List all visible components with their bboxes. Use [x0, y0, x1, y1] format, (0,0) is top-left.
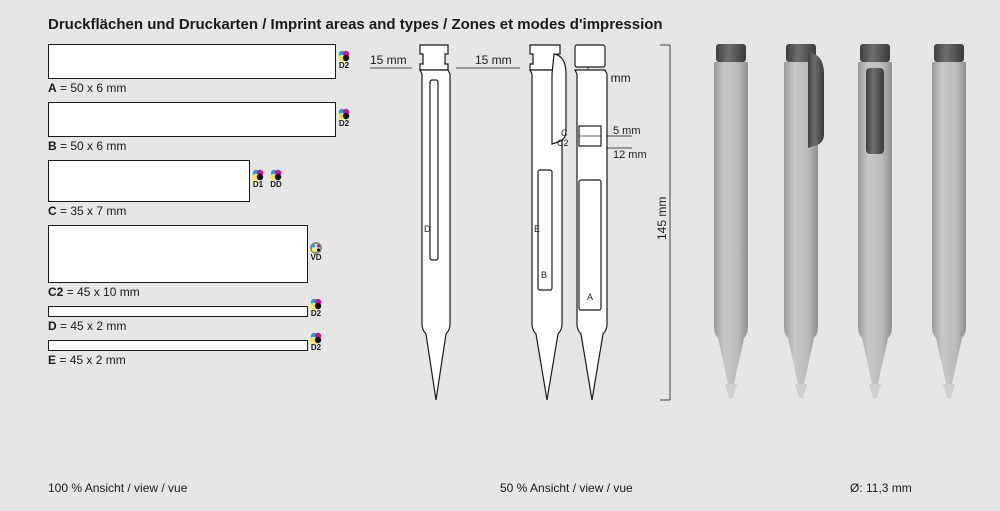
render-pen-2 — [784, 44, 824, 398]
imprint-box-a — [48, 44, 336, 79]
imprint-label-c: C = 35 x 7 mm — [48, 204, 126, 218]
dim-145: 145 mm — [655, 197, 669, 240]
imprint-box-b — [48, 102, 336, 137]
imprint-box-c — [48, 160, 250, 202]
footer-right: Ø: 11,3 mm — [850, 481, 912, 495]
dim-5: 5 mm — [613, 125, 641, 137]
print-type-icon: DD — [268, 169, 284, 189]
page-title: Druckflächen und Druckarten / Imprint ar… — [48, 16, 663, 33]
zone-a: A — [587, 292, 593, 302]
imprint-label-d: D = 45 x 2 mm — [48, 319, 126, 333]
rendered-pens — [700, 40, 1000, 460]
imprint-box-c2 — [48, 225, 308, 283]
imprint-label-e: E = 45 x 2 mm — [48, 353, 126, 367]
imprint-box-d — [48, 306, 308, 317]
zone-c: C — [561, 128, 568, 138]
outline-pens: 15 mm 15 mm 30 mm D B E — [370, 40, 700, 460]
dim-15-right: 15 mm — [475, 53, 512, 67]
dim-12: 12 mm — [613, 149, 647, 161]
footer-left: 100 % Ansicht / view / vue — [48, 481, 187, 495]
diagram-page: Druckflächen und Druckarten / Imprint ar… — [0, 0, 1000, 511]
zone-e: E — [534, 224, 540, 234]
footer-center: 50 % Ansicht / view / vue — [500, 481, 633, 495]
print-type-icon: D2 — [336, 108, 352, 128]
imprint-label-b: B = 50 x 6 mm — [48, 139, 126, 153]
render-pen-3 — [858, 44, 892, 398]
zone-b: B — [541, 270, 547, 280]
imprint-label-a: A = 50 x 6 mm — [48, 81, 126, 95]
outline-pen-front: D — [420, 45, 450, 400]
print-type-icon: D2 — [308, 298, 324, 318]
print-type-icon: D2 — [336, 50, 352, 70]
outline-pen-clip: B E — [530, 45, 566, 400]
render-pen-1 — [714, 44, 748, 398]
imprint-label-c2: C2 = 45 x 10 mm — [48, 285, 140, 299]
print-type-icon: VD — [308, 242, 324, 262]
zone-d: D — [424, 224, 431, 234]
dim-15-left: 15 mm — [370, 53, 407, 67]
print-type-icon: D1 — [250, 169, 266, 189]
imprint-box-e — [48, 340, 308, 351]
render-pen-4 — [932, 44, 966, 398]
print-type-icon: D2 — [308, 332, 324, 352]
zone-c2: C2 — [557, 138, 569, 148]
